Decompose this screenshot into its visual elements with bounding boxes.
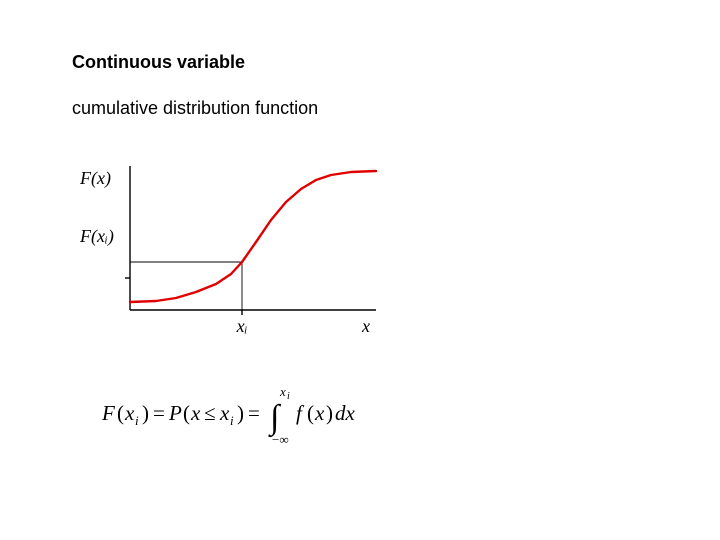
svg-text:): ) [237,401,244,425]
svg-text:x: x [219,401,230,425]
svg-text:x: x [279,384,286,399]
svg-text:): ) [142,401,149,425]
svg-text:xᵢ: xᵢ [236,316,248,336]
svg-text:P: P [168,401,182,425]
page-title: Continuous variable [72,52,245,73]
svg-text:−∞: −∞ [272,432,289,447]
svg-text:=: = [153,401,165,425]
svg-text:i: i [230,413,234,428]
svg-text:≤: ≤ [204,401,216,425]
svg-text:(: ( [117,401,124,425]
svg-text:=: = [248,401,260,425]
svg-text:i: i [287,391,290,402]
svg-text:(: ( [183,401,190,425]
cdf-chart: F(x) F(xᵢ) xᵢ x [76,160,386,340]
svg-text:F(xᵢ): F(xᵢ) [79,226,114,247]
svg-text:x: x [190,401,201,425]
svg-text:dx: dx [335,401,356,425]
svg-text:F: F [101,401,115,425]
cdf-formula: F(xi)=P(x≤xi)=∫xi−∞f(x)dx [100,380,420,450]
svg-text:x: x [124,401,135,425]
page-subtitle: cumulative distribution function [72,98,318,119]
svg-text:x: x [314,401,325,425]
svg-text:x: x [361,316,370,336]
svg-text:f: f [296,401,305,425]
svg-text:): ) [326,401,333,425]
svg-text:i: i [135,413,139,428]
svg-text:(: ( [307,401,314,425]
svg-text:F(x): F(x) [79,168,111,189]
